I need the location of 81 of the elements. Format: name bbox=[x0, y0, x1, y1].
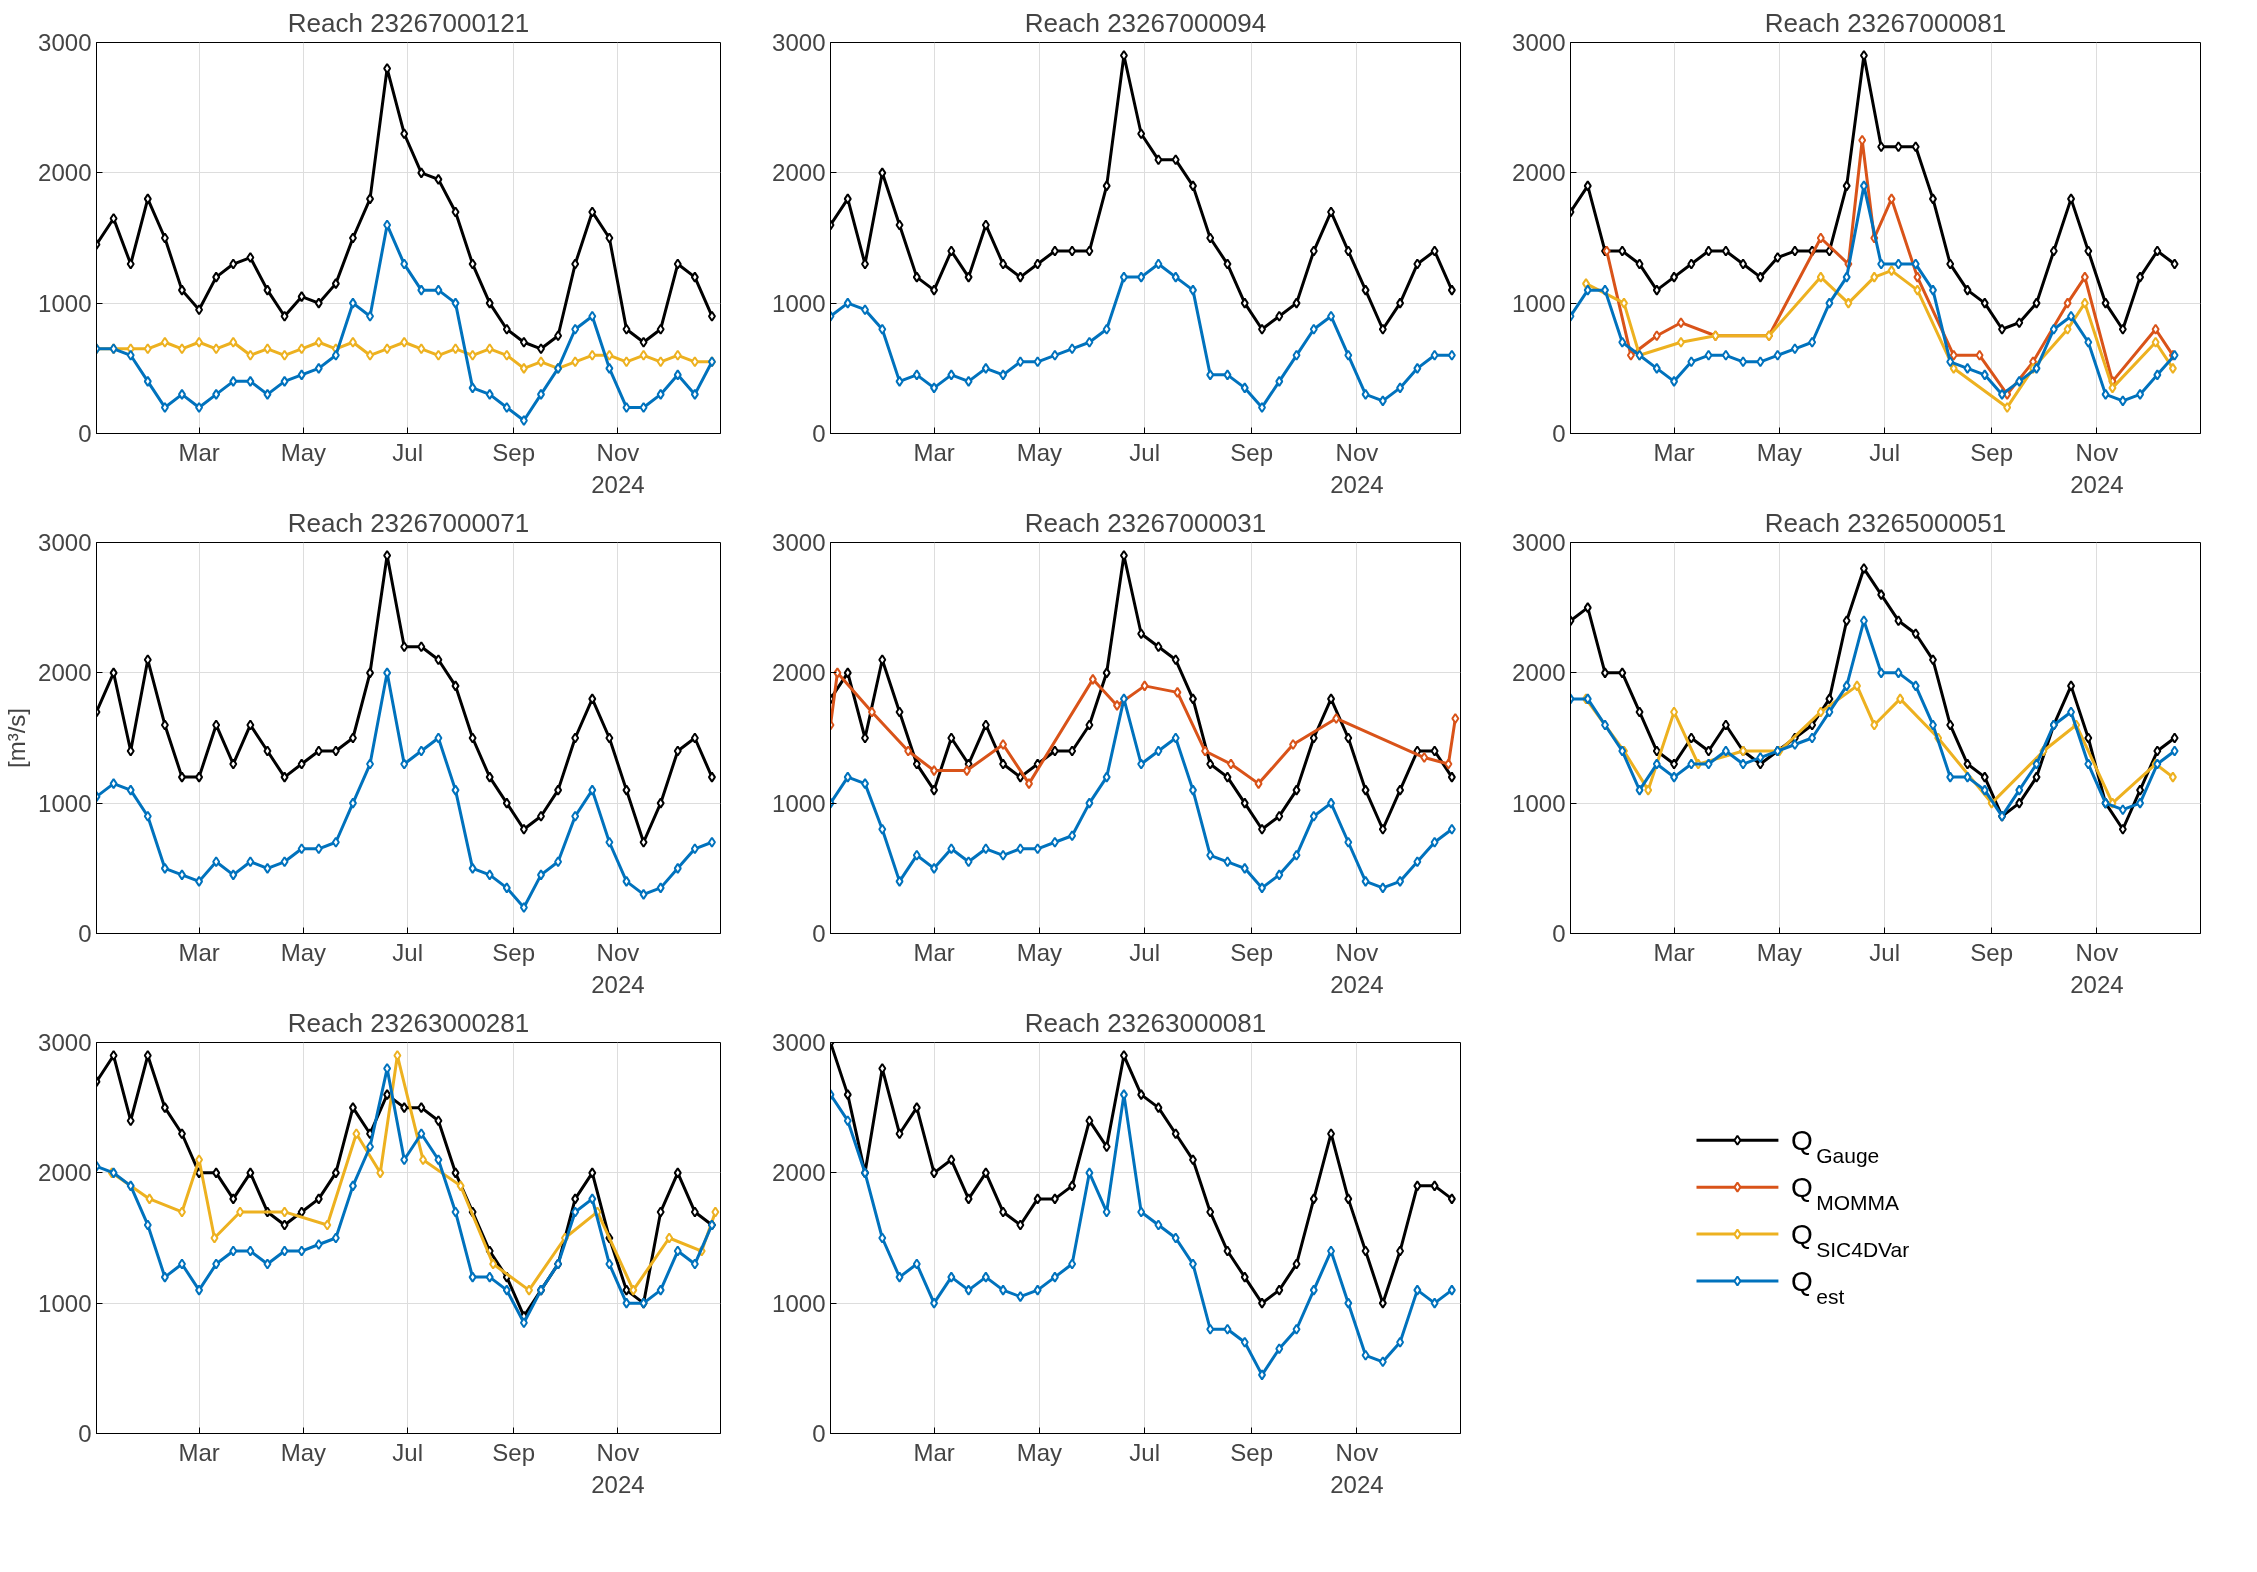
y-tick-label: 2000 bbox=[38, 659, 92, 687]
x-tick-label: Sep bbox=[492, 1438, 535, 1466]
y-tick-label: 3000 bbox=[1512, 529, 1566, 556]
y-tick-label: 2000 bbox=[38, 159, 92, 187]
chart-title: Reach 23265000051 bbox=[1764, 507, 2007, 538]
x-tick-label: May bbox=[1756, 938, 1803, 966]
x-tick-label: Jul bbox=[1129, 1438, 1160, 1466]
x-tick-label: Nov 2024 bbox=[2070, 938, 2124, 998]
chart-title: Reach 23267000094 bbox=[1024, 7, 1267, 38]
chart-title: Reach 23267000121 bbox=[287, 7, 530, 38]
x-tick-label: Mar bbox=[913, 438, 955, 466]
x-tick-label: Mar bbox=[913, 1438, 955, 1466]
y-tick-label: 0 bbox=[78, 420, 92, 447]
y-tick-label: 2000 bbox=[772, 659, 826, 687]
y-tick-label: 0 bbox=[812, 920, 826, 947]
y-tick-label: 3000 bbox=[772, 529, 826, 556]
x-tick-label: Jul bbox=[1869, 938, 1900, 966]
x-tick-label: May bbox=[1756, 438, 1803, 466]
x-tick-label: Nov 2024 bbox=[591, 438, 645, 498]
y-tick-label: 1000 bbox=[38, 789, 92, 817]
x-tick-label: Nov 2024 bbox=[1330, 438, 1384, 498]
x-tick-label: May bbox=[1016, 1438, 1063, 1466]
y-tick-label: 1000 bbox=[772, 789, 826, 817]
x-tick-label: May bbox=[280, 938, 327, 966]
y-tick-label: 2000 bbox=[772, 1159, 826, 1187]
x-tick-label: Nov 2024 bbox=[2070, 438, 2124, 498]
y-tick-label: 0 bbox=[78, 920, 92, 947]
y-tick-label: 1000 bbox=[1512, 289, 1566, 317]
x-tick-label: Jul bbox=[1129, 438, 1160, 466]
x-tick-label: May bbox=[280, 1438, 327, 1466]
x-tick-label: Jul bbox=[1869, 438, 1900, 466]
y-tick-label: 2000 bbox=[1512, 659, 1566, 687]
chart-title: Reach 23267000031 bbox=[1024, 507, 1267, 538]
y-tick-label: 0 bbox=[812, 420, 826, 447]
y-tick-label: 3000 bbox=[772, 29, 826, 56]
x-tick-label: May bbox=[280, 438, 327, 466]
chart-title: Reach 23263000081 bbox=[1024, 1007, 1267, 1038]
y-tick-label: 1000 bbox=[38, 289, 92, 317]
x-tick-label: Jul bbox=[1129, 938, 1160, 966]
y-tick-label: 3000 bbox=[1512, 29, 1566, 56]
y-tick-label: 2000 bbox=[38, 1159, 92, 1187]
x-tick-label: Nov 2024 bbox=[1330, 1438, 1384, 1498]
chart-title: Reach 23267000071 bbox=[287, 507, 530, 538]
x-tick-label: Jul bbox=[392, 1438, 423, 1466]
y-tick-label: 2000 bbox=[772, 159, 826, 187]
y-tick-label: 3000 bbox=[38, 1029, 92, 1056]
x-tick-label: Sep bbox=[1230, 1438, 1273, 1466]
x-tick-label: Sep bbox=[1970, 438, 2013, 466]
x-tick-label: Sep bbox=[1230, 938, 1273, 966]
x-tick-label: Jul bbox=[392, 938, 423, 966]
x-tick-label: Mar bbox=[1653, 438, 1695, 466]
y-tick-label: 3000 bbox=[38, 29, 92, 56]
y-tick-label: 1000 bbox=[38, 1289, 92, 1317]
y-tick-label: 2000 bbox=[1512, 159, 1566, 187]
y-tick-label: 0 bbox=[1552, 920, 1566, 947]
x-tick-label: Mar bbox=[1653, 938, 1695, 966]
y-tick-label: 1000 bbox=[772, 1289, 826, 1317]
y-axis-title: [m³/s] bbox=[3, 707, 31, 768]
y-tick-label: 1000 bbox=[772, 289, 826, 317]
x-tick-label: May bbox=[1016, 938, 1063, 966]
x-tick-label: Mar bbox=[178, 938, 220, 966]
x-tick-label: Mar bbox=[913, 938, 955, 966]
x-tick-label: Nov 2024 bbox=[591, 938, 645, 998]
x-tick-label: Nov 2024 bbox=[1330, 938, 1384, 998]
x-tick-label: Mar bbox=[178, 438, 220, 466]
x-tick-label: Jul bbox=[392, 438, 423, 466]
chart-title: Reach 23267000081 bbox=[1764, 7, 2007, 38]
x-tick-label: Sep bbox=[1230, 438, 1273, 466]
x-tick-label: Sep bbox=[492, 938, 535, 966]
y-tick-label: 0 bbox=[812, 1420, 826, 1447]
x-tick-label: Nov 2024 bbox=[591, 1438, 645, 1498]
y-tick-label: 1000 bbox=[1512, 789, 1566, 817]
chart-title: Reach 23263000281 bbox=[287, 1007, 530, 1038]
x-tick-label: Mar bbox=[178, 1438, 220, 1466]
y-tick-label: 0 bbox=[78, 1420, 92, 1447]
x-tick-label: Sep bbox=[1970, 938, 2013, 966]
y-tick-label: 3000 bbox=[38, 529, 92, 556]
x-tick-label: May bbox=[1016, 438, 1063, 466]
y-tick-label: 3000 bbox=[772, 1029, 826, 1056]
x-tick-label: Sep bbox=[492, 438, 535, 466]
y-tick-label: 0 bbox=[1552, 420, 1566, 447]
